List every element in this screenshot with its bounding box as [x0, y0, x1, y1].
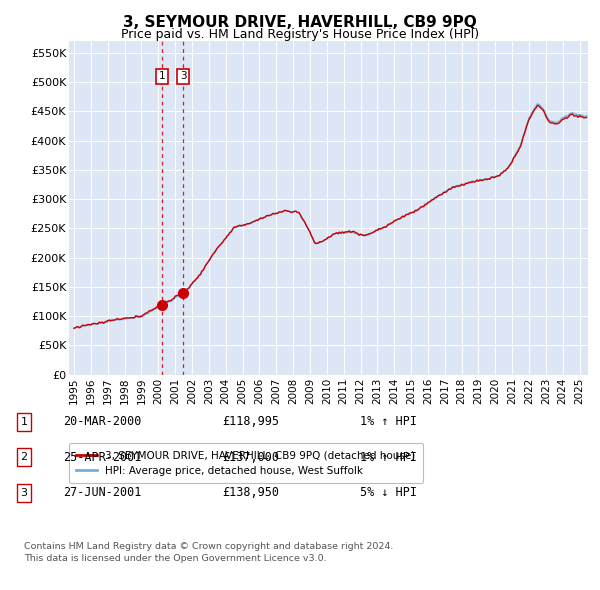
Text: 1: 1 [159, 71, 166, 81]
Text: Price paid vs. HM Land Registry's House Price Index (HPI): Price paid vs. HM Land Registry's House … [121, 28, 479, 41]
Text: 5% ↓ HPI: 5% ↓ HPI [360, 486, 417, 499]
Text: 3: 3 [20, 488, 28, 497]
Text: 3: 3 [180, 71, 187, 81]
Text: 1% ↑ HPI: 1% ↑ HPI [360, 415, 417, 428]
Text: 27-JUN-2001: 27-JUN-2001 [63, 486, 142, 499]
Text: Contains HM Land Registry data © Crown copyright and database right 2024.: Contains HM Land Registry data © Crown c… [24, 542, 394, 551]
Text: £137,000: £137,000 [222, 451, 279, 464]
Legend: 3, SEYMOUR DRIVE, HAVERHILL, CB9 9PQ (detached house), HPI: Average price, detac: 3, SEYMOUR DRIVE, HAVERHILL, CB9 9PQ (de… [69, 443, 423, 483]
Text: 25-APR-2001: 25-APR-2001 [63, 451, 142, 464]
Text: 3, SEYMOUR DRIVE, HAVERHILL, CB9 9PQ: 3, SEYMOUR DRIVE, HAVERHILL, CB9 9PQ [123, 15, 477, 30]
Text: This data is licensed under the Open Government Licence v3.0.: This data is licensed under the Open Gov… [24, 554, 326, 563]
Text: 2: 2 [20, 453, 28, 462]
Text: 1: 1 [20, 417, 28, 427]
Text: 20-MAR-2000: 20-MAR-2000 [63, 415, 142, 428]
Text: £118,995: £118,995 [222, 415, 279, 428]
Text: 1% ↑ HPI: 1% ↑ HPI [360, 451, 417, 464]
Text: £138,950: £138,950 [222, 486, 279, 499]
